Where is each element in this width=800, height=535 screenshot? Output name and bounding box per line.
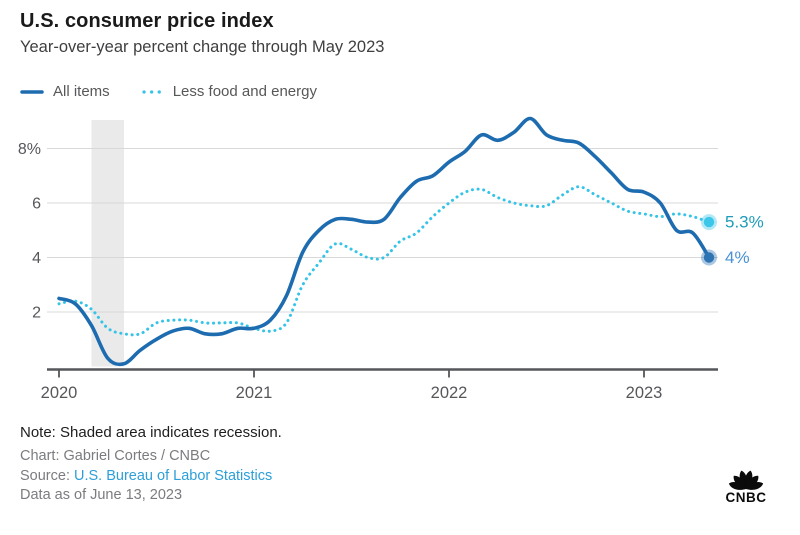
y-axis-tick-label: 4 bbox=[32, 250, 41, 267]
source-label: Source: bbox=[20, 467, 74, 484]
cpi-line-chart: 2 4 6 8% 2020 2021 2022 2023 5.3% 4% bbox=[18, 116, 764, 400]
footer-notes: Note: Shaded area indicates recession. C… bbox=[20, 424, 282, 506]
series-path-less-food-and-energy bbox=[57, 185, 711, 337]
legend-item-less-food-energy: Less food and energy bbox=[140, 83, 317, 100]
data-as-of: Data as of June 13, 2023 bbox=[20, 487, 183, 503]
series-path-all-items bbox=[57, 116, 711, 367]
dotted-line-swatch-icon bbox=[142, 89, 164, 94]
y-axis-tick-label: 6 bbox=[32, 196, 41, 213]
end-value-label: 5.3% bbox=[725, 213, 764, 232]
x-axis-tick-label: 2020 bbox=[41, 384, 78, 400]
end-value-label: 4% bbox=[725, 248, 750, 267]
x-axis-tick-label: 2022 bbox=[431, 384, 468, 400]
chart-subtitle: Year-over-year percent change through Ma… bbox=[20, 38, 385, 56]
solid-line-swatch-icon bbox=[20, 89, 44, 94]
cnbc-logo-text: CNBC bbox=[726, 490, 767, 505]
y-axis-tick-label: 8% bbox=[18, 141, 41, 158]
legend-label-all-items: All items bbox=[53, 83, 110, 100]
legend-label-less-food-energy: Less food and energy bbox=[172, 83, 317, 100]
end-dot bbox=[703, 252, 715, 263]
source-line: Source: U.S. Bureau of Labor Statistics bbox=[20, 467, 282, 487]
x-axis-tick-label: 2021 bbox=[236, 384, 273, 400]
recession-band bbox=[91, 120, 124, 367]
y-axis-tick-label: 2 bbox=[32, 305, 41, 322]
cnbc-logo: CNBC bbox=[726, 470, 767, 505]
source-link[interactable]: U.S. Bureau of Labor Statistics bbox=[74, 467, 273, 484]
legend: All items Less food and energy bbox=[20, 83, 317, 100]
page-title: U.S. consumer price index bbox=[20, 10, 274, 32]
cnbc-peacock-icon bbox=[728, 470, 764, 490]
x-axis-tick-label: 2023 bbox=[626, 384, 663, 400]
end-dot bbox=[703, 216, 715, 228]
recession-note: Note: Shaded area indicates recession. bbox=[20, 424, 282, 441]
chart-credit: Chart: Gabriel Cortes / CNBC bbox=[20, 448, 211, 464]
legend-item-all-items: All items bbox=[20, 83, 110, 100]
